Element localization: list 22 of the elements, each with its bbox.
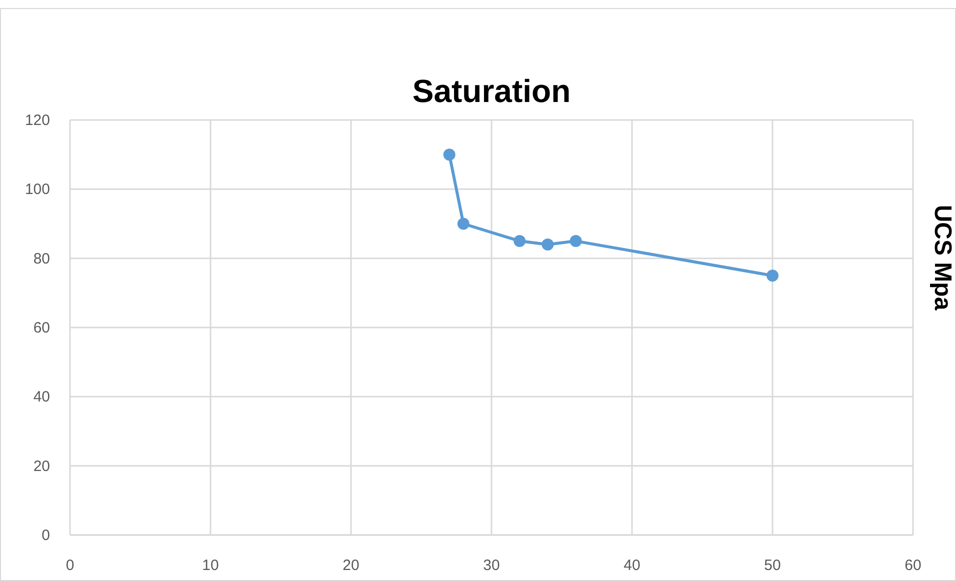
- point: [514, 235, 526, 248]
- point: [443, 148, 456, 161]
- y-tick-label: 40: [33, 388, 50, 406]
- y-tick-label: 20: [33, 458, 50, 475]
- x-tick-label: 0: [66, 557, 74, 574]
- x-tick-label: 60: [904, 557, 922, 574]
- x-tick-label: 30: [483, 557, 500, 574]
- point: [766, 270, 778, 282]
- x-tick-label: 50: [764, 557, 781, 574]
- point: [570, 235, 582, 248]
- point: [457, 218, 470, 230]
- x-tick-label: 40: [624, 557, 640, 574]
- y-tick-label: 60: [33, 320, 50, 336]
- y-tick-label: 120: [24, 112, 50, 129]
- y-tick-label: 80: [33, 250, 50, 268]
- point: [542, 238, 554, 250]
- chart-title: Saturation: [412, 73, 571, 109]
- y-tick-label: 0: [42, 527, 50, 544]
- x-tick-label: 20: [342, 557, 360, 574]
- y-axis-title: UCS Mpa: [929, 204, 956, 311]
- y-tick-label: 100: [24, 181, 50, 198]
- x-tick-label: 10: [202, 557, 219, 574]
